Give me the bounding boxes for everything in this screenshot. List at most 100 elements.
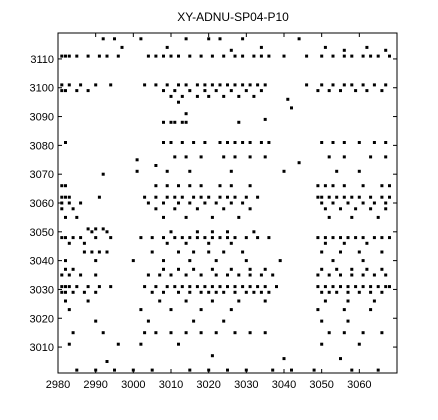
y-tick-label: 3090: [30, 112, 54, 124]
data-point: [267, 141, 271, 144]
data-point: [263, 83, 267, 87]
data-point: [229, 241, 233, 245]
data-point: [113, 37, 116, 41]
data-point: [173, 120, 177, 124]
data-point: [67, 201, 71, 205]
data-point: [259, 273, 263, 277]
data-point: [372, 236, 376, 240]
data-point: [226, 83, 229, 87]
x-tick-label: 3060: [347, 379, 371, 391]
data-point: [86, 299, 90, 303]
data-point: [154, 331, 158, 335]
data-point: [248, 184, 252, 188]
data-point: [252, 290, 256, 294]
data-point: [60, 285, 64, 289]
x-axis: 2980 2990 3000 3010 3020 3030 3040 3050 3060: [46, 33, 372, 391]
data-point: [169, 54, 173, 58]
data-point: [271, 273, 275, 277]
data-point: [229, 169, 233, 173]
data-point: [263, 155, 267, 159]
data-point: [248, 267, 252, 271]
data-point: [226, 236, 229, 240]
data-point: [256, 236, 260, 240]
data-point: [195, 236, 199, 240]
data-point: [165, 83, 169, 87]
data-point: [184, 241, 188, 245]
data-point: [173, 89, 177, 93]
data-point: [90, 230, 94, 234]
data-point: [67, 285, 71, 289]
data-point: [388, 54, 391, 58]
data-point: [203, 285, 207, 289]
data-point: [282, 357, 286, 361]
data-point: [188, 290, 192, 294]
y-tick-label: 3080: [30, 140, 54, 152]
data-point: [226, 273, 229, 277]
data-point: [256, 83, 260, 87]
data-point: [267, 54, 271, 58]
data-point: [248, 273, 252, 277]
data-point: [244, 195, 248, 199]
data-point: [162, 236, 165, 240]
data-point: [229, 184, 233, 188]
data-point: [207, 241, 211, 245]
data-point: [218, 83, 222, 87]
data-point: [101, 172, 105, 176]
data-point: [64, 259, 67, 263]
data-point: [60, 54, 64, 58]
data-point: [162, 215, 165, 219]
data-point: [60, 83, 64, 87]
data-point: [177, 83, 180, 87]
data-point: [229, 48, 233, 52]
data-point: [64, 89, 67, 93]
data-point: [143, 195, 147, 199]
data-point: [241, 37, 245, 41]
data-point: [384, 48, 388, 52]
data-point: [184, 155, 188, 159]
data-point: [150, 250, 154, 254]
data-point: [331, 285, 335, 289]
data-point: [331, 259, 335, 263]
data-point: [173, 155, 177, 159]
data-point: [143, 83, 147, 87]
data-point: [335, 290, 339, 294]
data-point: [60, 290, 64, 294]
data-point: [64, 195, 67, 199]
data-point: [86, 227, 90, 231]
data-point: [139, 342, 143, 346]
data-point: [259, 54, 263, 58]
data-point: [384, 83, 388, 87]
data-point: [184, 331, 188, 335]
data-point: [320, 83, 324, 87]
data-point: [82, 290, 86, 294]
data-point: [105, 360, 109, 363]
data-point: [113, 368, 116, 372]
data-point: [372, 201, 376, 205]
data-point: [169, 141, 173, 144]
data-point: [143, 285, 147, 289]
data-point: [384, 141, 388, 144]
data-point: [203, 236, 207, 240]
data-point: [384, 285, 388, 289]
data-point: [60, 195, 64, 199]
data-point: [237, 273, 241, 277]
data-point: [162, 290, 165, 294]
data-point: [71, 207, 75, 211]
data-point: [361, 285, 365, 289]
data-point: [226, 195, 229, 199]
data-point: [350, 195, 354, 199]
y-tick-label: 3010: [30, 342, 54, 354]
data-point: [188, 184, 192, 188]
data-point: [67, 273, 71, 277]
data-point: [339, 89, 342, 93]
data-point: [282, 54, 286, 58]
data-point: [214, 331, 218, 335]
data-point: [146, 54, 150, 58]
data-point: [263, 267, 267, 271]
data-point: [327, 290, 331, 294]
data-point: [192, 195, 196, 199]
data-point: [365, 241, 369, 245]
data-point: [335, 169, 339, 173]
data-point: [192, 319, 196, 323]
